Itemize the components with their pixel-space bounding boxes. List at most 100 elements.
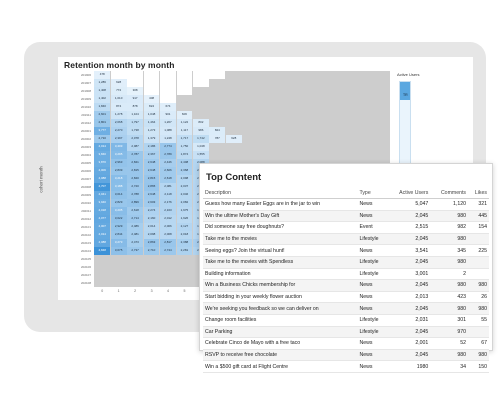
description-cell: Celebrate Cinco de Mayo with a free taco xyxy=(203,337,358,350)
heatmap-cell: 2,408 xyxy=(176,159,193,167)
heatmap-cell: 1,408 xyxy=(94,87,111,95)
heatmap-cell: 2,473 xyxy=(127,239,144,247)
heatmap-empty-cell xyxy=(373,103,390,111)
heatmap-cell: 3,075 xyxy=(110,247,127,255)
description-cell: Did someone say free doughnuts? xyxy=(203,221,358,234)
description-cell: Seeing eggs? Join the virtual hunt! xyxy=(203,244,358,257)
heatmap-empty-cell xyxy=(258,111,275,119)
heatmap-empty-cell xyxy=(160,87,176,95)
table-row[interactable]: Take me to the movies Lifestyle 2,045 980 xyxy=(203,233,489,246)
comments-cell: 980 xyxy=(430,279,469,292)
heatmap-empty-cell xyxy=(225,119,242,127)
table-row[interactable]: We're seeking you feedback so we can del… xyxy=(203,302,489,315)
type-cell: Lifestyle xyxy=(357,314,388,327)
heatmap-cell: 1,088 xyxy=(160,127,176,135)
table-row[interactable]: Guess how many Easter Eggs are in the ja… xyxy=(203,198,489,211)
heatmap-cell: 2,098 xyxy=(176,175,193,183)
heatmap-cell: 3,777 xyxy=(94,127,111,135)
heatmap-cell: 4,088 xyxy=(94,239,111,247)
column-header[interactable]: Description xyxy=(203,188,358,199)
table-row[interactable]: Celebrate Cinco de Mayo with a free taco… xyxy=(203,337,489,350)
heatmap-empty-cell xyxy=(291,151,308,159)
table-row[interactable]: Win a $500 gift card at Flight Centre New… xyxy=(203,360,489,373)
heatmap-cell: 1,048 xyxy=(192,143,209,151)
heatmap-empty-cell xyxy=(225,127,242,135)
heatmap-empty-cell xyxy=(225,111,242,119)
heatmap-cell: 1,273 xyxy=(143,127,160,135)
table-row[interactable]: Win a Business Chicks membership for News… xyxy=(203,279,489,292)
heatmap-cell: 2,815 xyxy=(127,167,144,175)
heatmap-cell: 2,098 xyxy=(143,231,160,239)
heatmap-empty-cell xyxy=(324,111,341,119)
heatmap-cell: 2,744 xyxy=(160,247,176,255)
heatmap-empty-cell xyxy=(324,151,341,159)
heatmap-cell: 3,870 xyxy=(94,159,111,167)
column-header[interactable]: Active Users xyxy=(387,188,431,199)
column-header[interactable]: Type xyxy=(357,188,388,199)
heatmap-empty-cell xyxy=(308,95,324,103)
table-row[interactable]: RSVP to receive free chocolate News 2,045 9… xyxy=(203,349,489,362)
column-header[interactable]: Comments xyxy=(430,188,469,199)
heatmap-empty-cell xyxy=(209,71,226,79)
heatmap-cell: 4,014 xyxy=(94,143,111,151)
row-label: 202004 xyxy=(80,153,91,157)
heatmap-cell: 1,104 xyxy=(127,111,144,119)
row-label: 201910 xyxy=(80,105,91,109)
row-label: 201912 xyxy=(80,121,91,125)
table-row[interactable]: Did someone say free doughnuts? Event 2,51… xyxy=(203,221,489,234)
table-row[interactable]: Win the ultime Mother's Day Gift News 2,04… xyxy=(203,210,489,223)
heatmap-empty-cell xyxy=(373,95,390,103)
heatmap-empty-cell xyxy=(176,71,193,79)
heatmap-empty-cell xyxy=(373,151,390,159)
active-users-cell: 2,031 xyxy=(387,314,431,327)
heatmap-cell: 2,163 xyxy=(160,207,176,215)
heatmap-cell: 2,082 xyxy=(176,199,193,207)
heatmap-empty-cell xyxy=(209,119,226,127)
heatmap-empty-cell xyxy=(192,111,209,119)
type-cell: News xyxy=(357,244,388,257)
heatmap-cell: 1,555 xyxy=(192,151,209,159)
heatmap-empty-cell xyxy=(176,95,193,103)
heatmap-empty-cell xyxy=(308,119,324,127)
heatmap-empty-cell xyxy=(258,71,275,79)
heatmap-empty-cell xyxy=(324,103,341,111)
column-label: 2 xyxy=(134,289,137,293)
heatmap-cell: 2,281 xyxy=(176,247,193,255)
heatmap-empty-cell xyxy=(308,143,324,151)
column-header[interactable]: Likes xyxy=(468,188,489,199)
heatmap-cell: 824 xyxy=(209,127,226,135)
heatmap-empty-cell xyxy=(291,135,308,143)
heatmap-empty-cell xyxy=(357,127,374,135)
heatmap-empty-cell xyxy=(143,87,160,95)
heatmap-empty-cell xyxy=(225,71,242,79)
table-row[interactable]: Car Parking Lifestyle 2,045 970 xyxy=(203,326,489,339)
table-row[interactable]: Seeing eggs? Join the virtual hunt! News 3… xyxy=(203,244,489,257)
heatmap-cell: 1,278 xyxy=(110,111,127,119)
table-row[interactable]: Building information Lifestyle 3,001 2 xyxy=(203,268,489,281)
heatmap-empty-cell xyxy=(192,71,209,79)
heatmap-empty-cell xyxy=(275,127,292,135)
heatmap-cell: 674 xyxy=(160,103,176,111)
heatmap-cell: 628 xyxy=(110,79,127,87)
type-cell: News xyxy=(357,337,388,350)
heatmap-empty-cell xyxy=(110,71,127,79)
heatmap-cell: 2,368 xyxy=(176,167,193,175)
heatmap-empty-cell xyxy=(258,119,275,127)
heatmap-cell: 628 xyxy=(225,135,242,143)
heatmap-cell: 2,829 xyxy=(110,199,127,207)
likes-cell: 67 xyxy=(468,337,489,350)
likes-cell: 321 xyxy=(468,198,489,211)
heatmap-cell: 2,446 xyxy=(160,159,176,167)
heatmap-cell: 2,840 xyxy=(127,175,144,183)
heatmap-empty-cell xyxy=(340,159,357,167)
likes-cell: 154 xyxy=(468,221,489,234)
table-row[interactable]: Change room facilities Lifestyle 2,031 301 5… xyxy=(203,314,489,327)
heatmap-cell: 2,710 xyxy=(94,135,111,143)
heatmap-empty-cell xyxy=(242,79,259,87)
heatmap-empty-cell xyxy=(242,143,259,151)
table-row[interactable]: Take me to the movies with Spendless Life… xyxy=(203,256,489,269)
table-row[interactable]: Start bidding in your weekly flower auct… xyxy=(203,291,489,304)
likes-cell: 980 xyxy=(468,349,489,362)
heatmap-cell: 2,087 xyxy=(127,143,144,151)
type-cell: News xyxy=(357,279,388,292)
